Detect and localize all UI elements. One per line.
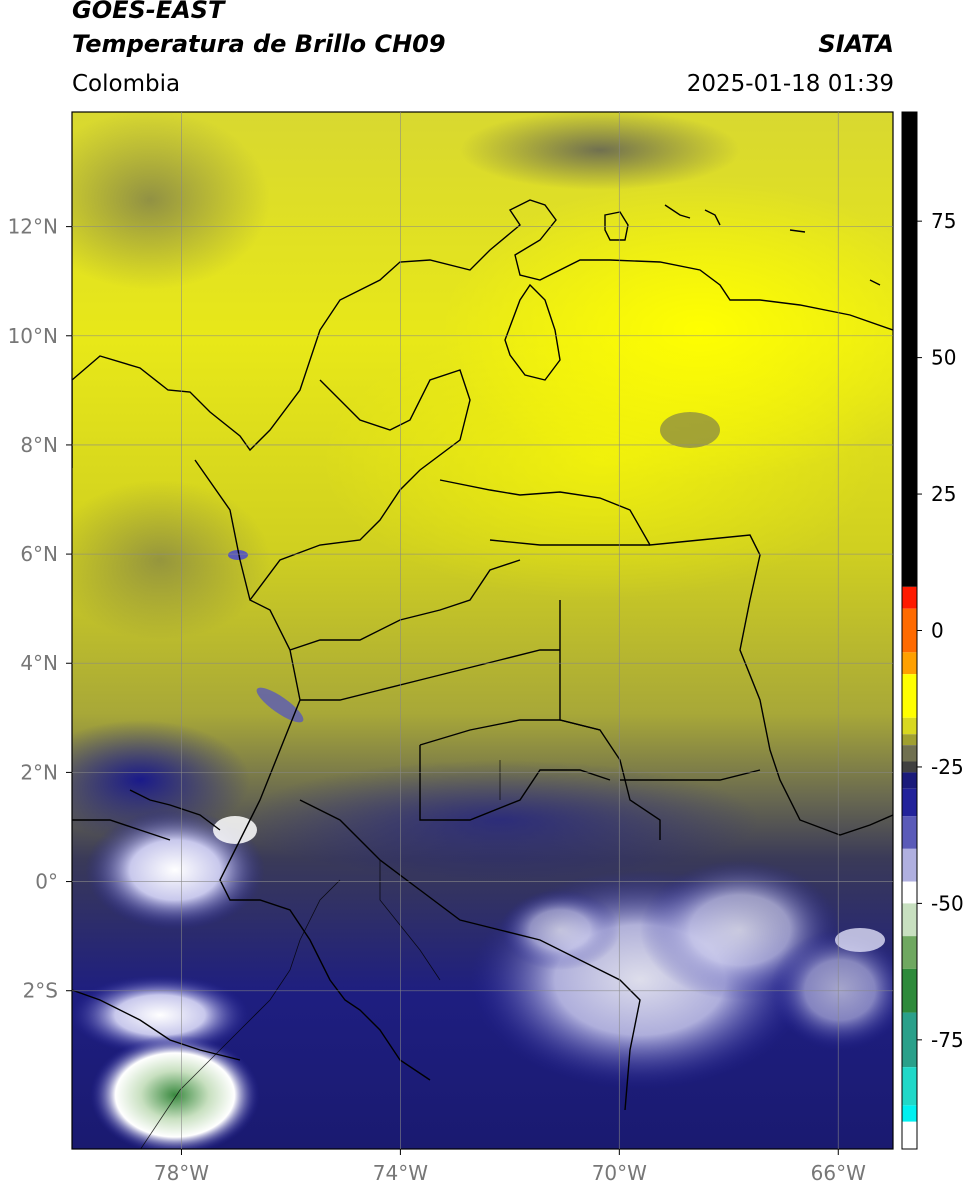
lat-label-0: 12°N [8,215,58,239]
colorbar-label-6: -75 [931,1028,964,1052]
lon-label-0: 78°W [154,1161,209,1185]
lat-label-6: 0° [35,870,58,894]
lon-label-3: 66°W [811,1161,866,1185]
colorbar-segment-1 [902,586,917,609]
lat-label-2: 8°N [20,433,58,457]
colorbar-segment-18 [902,1067,917,1106]
latitude-labels: 12°N 10°N 8°N 6°N 4°N 2°N 0° 2°S [8,215,58,1003]
colorbar-segment-0 [902,112,917,587]
colorbar-segment-8 [902,761,917,773]
colorbar-segment-2 [902,608,917,653]
colorbar-label-3: 0 [931,619,944,643]
colorbar-segment-3 [902,652,917,675]
colorbar-label-1: 50 [931,346,956,370]
colorbar-segment-17 [902,1012,917,1068]
lon-label-1: 74°W [373,1161,428,1185]
colorbar-segment-9 [902,772,917,789]
timestamp-label: 2025-01-18 01:39 [686,71,894,97]
lat-label-3: 6°N [20,542,58,566]
colorbar-segment-10 [902,788,917,817]
colorbar-segment-6 [902,734,917,746]
colorbar-segment-5 [902,717,917,735]
lat-label-7: 2°S [23,979,58,1003]
lon-label-2: 70°W [592,1161,647,1185]
brand-label: SIATA [818,30,894,58]
graticule [66,112,893,1155]
colorbar-segment-7 [902,745,917,762]
colorbar-segment-4 [902,674,917,718]
colorbar-segment-12 [902,848,917,882]
lat-label-1: 10°N [8,324,58,348]
colorbar-segment-19 [902,1105,917,1122]
colombia-borders [72,199,893,1111]
colorbar-segment-16 [902,968,917,1013]
colorbar [902,112,917,1149]
colorbar-segment-20 [902,1121,917,1149]
colorbar-label-4: -25 [931,755,964,779]
colorbar-segment-13 [902,881,917,904]
product-title: Temperatura de Brillo CH09 [72,30,446,58]
brightness-temperature-field [72,112,893,1149]
colorbar-ticks: 75 50 25 0 -25 -50 -75 [917,209,964,1052]
colorbar-label-5: -50 [931,891,964,915]
colorbar-segment-15 [902,936,917,969]
colorbar-segment-11 [902,816,917,849]
region-label: Colombia [72,71,181,97]
colorbar-segment-14 [902,903,917,937]
satellite-title: GOES-EAST [72,0,225,24]
longitude-labels: 78°W 74°W 70°W 66°W [154,1161,866,1185]
lat-label-5: 2°N [20,760,58,784]
colorbar-label-2: 25 [931,482,956,506]
lat-label-4: 4°N [20,651,58,675]
colorbar-label-0: 75 [931,209,956,233]
